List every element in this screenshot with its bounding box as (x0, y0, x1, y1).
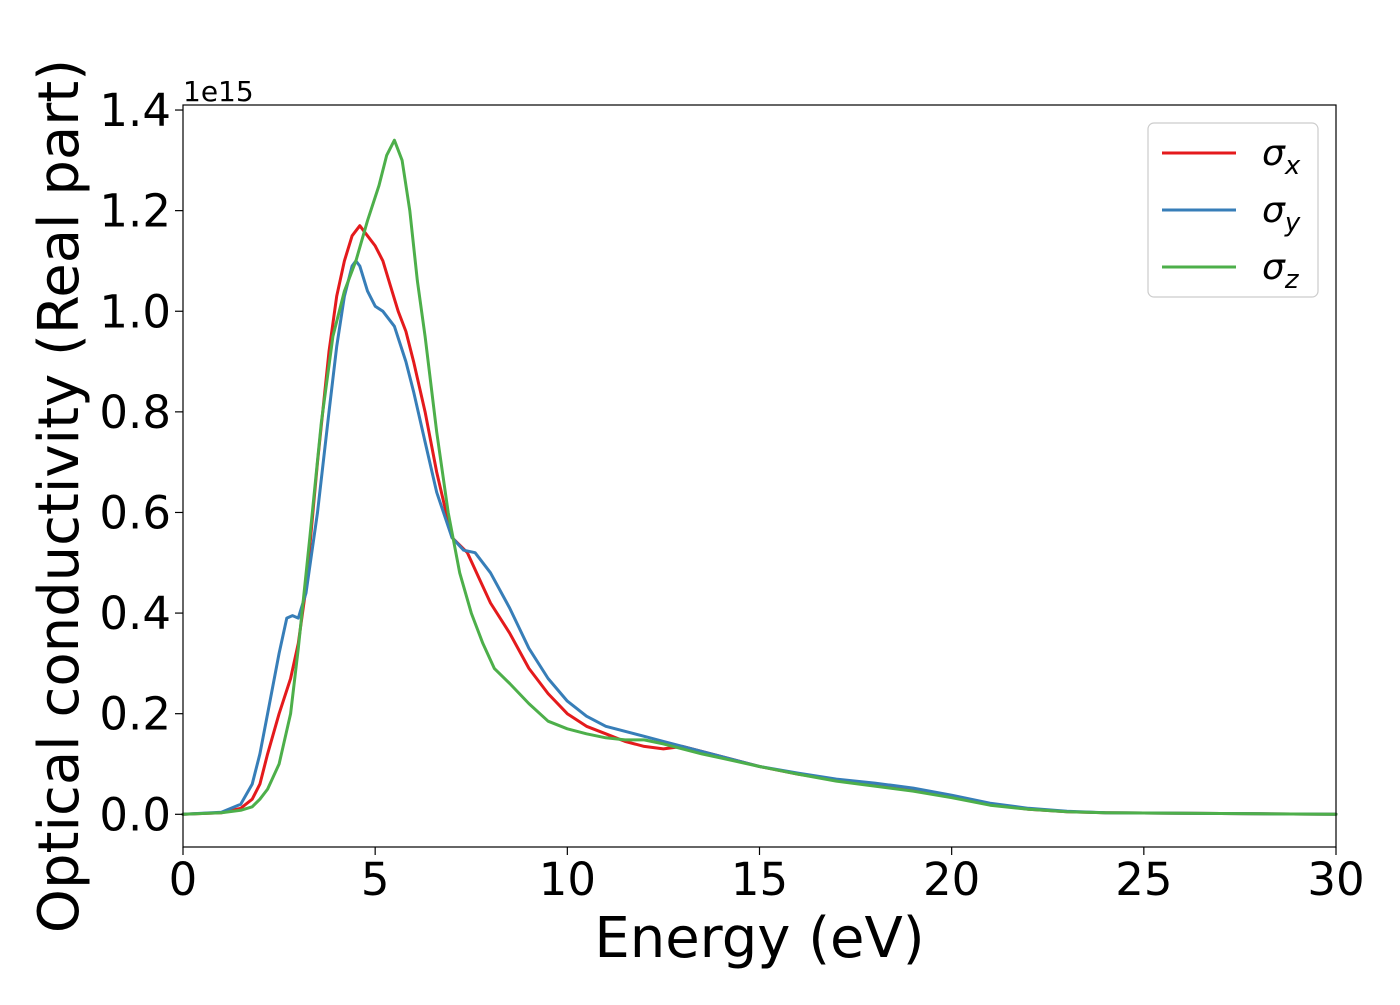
x-tick-label: 25 (1115, 853, 1172, 906)
x-tick-label: 20 (923, 853, 980, 906)
y-tick-label: 0.0 (99, 788, 171, 841)
x-axis-label: Energy (eV) (594, 906, 924, 971)
series-line-y (181, 259, 1338, 816)
series-line-z (181, 138, 1338, 816)
series-layer (181, 138, 1338, 816)
x-tick-label: 30 (1307, 853, 1364, 906)
x-axis-ticks: 0 5 10 15 20 25 30 (169, 847, 1365, 906)
x-tick-label: 5 (361, 853, 390, 906)
y-axis-ticks: 0.0 0.2 0.4 0.6 0.8 1.0 1.2 1.4 (99, 84, 183, 841)
y-tick-label: 0.2 (99, 688, 171, 741)
y-axis-label: Optical conductivity (Real part) (27, 59, 92, 933)
x-tick-label: 0 (169, 853, 198, 906)
y-tick-label: 0.4 (99, 587, 171, 640)
y-tick-label: 1.0 (99, 285, 171, 338)
y-tick-label: 0.8 (99, 386, 171, 439)
x-tick-label: 10 (539, 853, 596, 906)
y-tick-label: 0.6 (99, 486, 171, 539)
y-tick-label: 1.2 (99, 185, 171, 238)
y-tick-label: 1.4 (99, 84, 171, 137)
y-offset-label: 1e15 (183, 75, 254, 108)
x-tick-label: 15 (731, 853, 788, 906)
